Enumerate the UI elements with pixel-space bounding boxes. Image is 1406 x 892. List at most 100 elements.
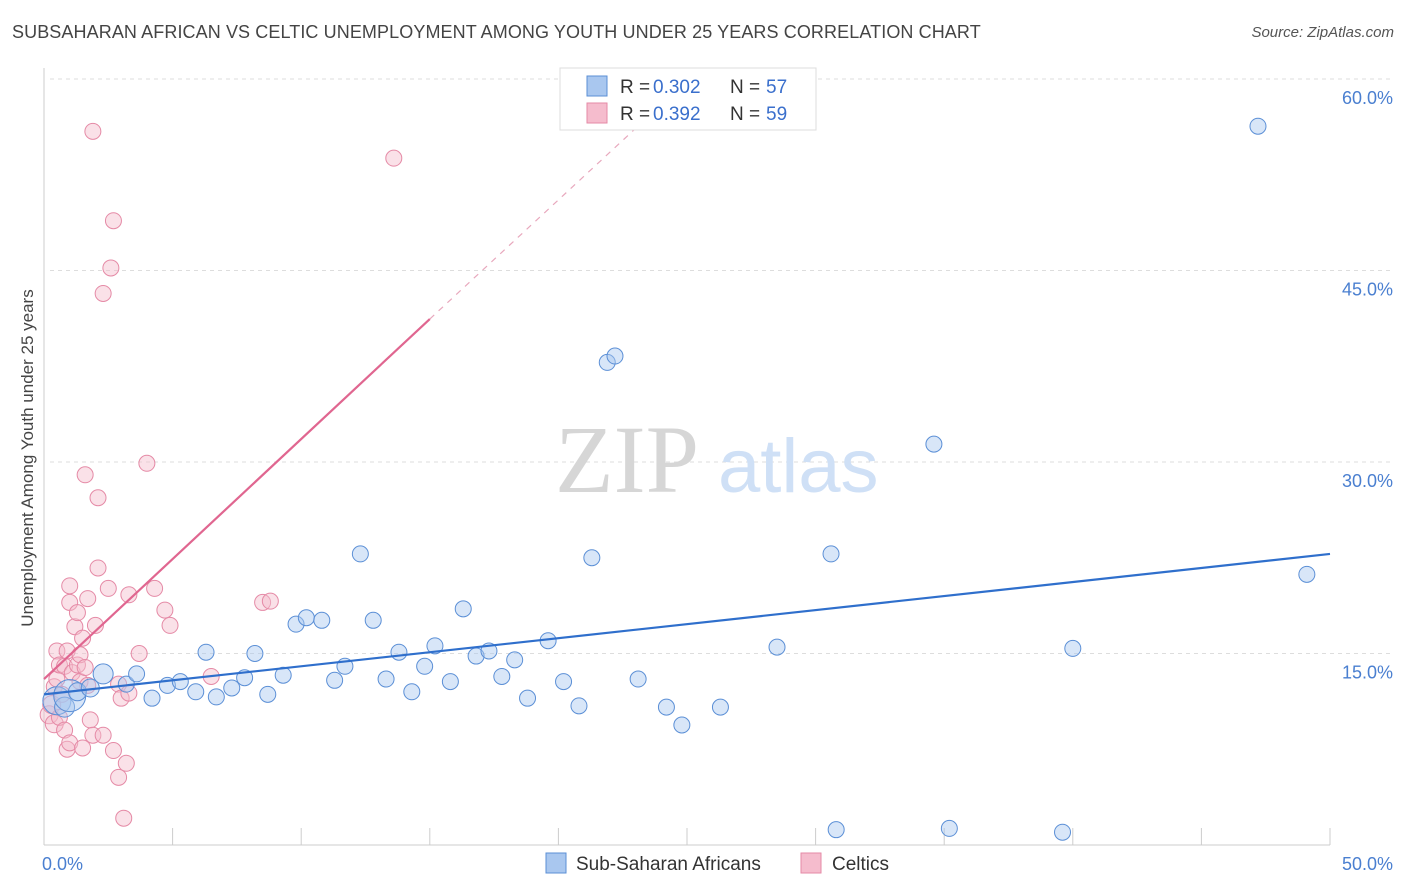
celtic-point [48,642,66,660]
legend-n-label-blue: N = [730,77,760,98]
subsaharan-point [403,683,421,701]
subsaharan-point [364,611,382,629]
subsaharan-point [940,819,958,837]
subsaharan-point [925,435,943,453]
subsaharan-point [223,679,241,697]
chart-title: SUBSAHARAN AFRICAN VS CELTIC UNEMPLOYMEN… [12,22,981,42]
celtic-point [146,579,164,597]
legend-r-value-blue: 0.302 [653,77,701,98]
y-axis-label: Unemployment Among Youth under 25 years [18,289,37,626]
subsaharan-point [416,657,434,675]
source-label: Source: ZipAtlas.com [1251,24,1394,41]
bottom-legend-label-blue: Sub-Saharan Africans [576,854,761,875]
celtic-point [94,284,112,302]
celtic-point [385,149,403,167]
celtic-trend-extension [429,123,642,320]
celtic-point [76,466,94,484]
celtic-point [61,577,79,595]
celtic-point [84,122,102,140]
celtic-point [89,559,107,577]
subsaharan-point [128,665,146,683]
subsaharan-point [426,637,444,655]
celtic-point [261,592,279,610]
celtic-point [117,754,135,772]
subsaharan-point [287,615,305,633]
subsaharan-point [827,821,845,839]
celtic-trend-line [43,318,431,680]
bottom-legend-swatch-pink [800,852,822,874]
subsaharan-point [583,549,601,567]
bottom-legend-label-pink: Celtics [832,854,889,875]
subsaharan-point [377,670,395,688]
celtic-point [84,726,102,744]
subsaharan-point [822,545,840,563]
bottom-legend-swatch-blue [545,852,567,874]
subsaharan-point [143,689,161,707]
celtic-point [86,616,104,634]
subsaharan-point [187,683,205,701]
subsaharan-point [570,697,588,715]
celtic-point [120,586,138,604]
subsaharan-point [1054,823,1072,841]
legend-swatch-blue [586,75,608,97]
subsaharan-point [351,545,369,563]
x-axis-ticks [43,828,1331,845]
celtic-point [61,734,79,752]
y-axis-tick-labels: 15.0% 30.0% 45.0% 60.0% [1342,88,1393,683]
subsaharan-trend-line [43,552,1331,696]
subsaharan-point [197,643,215,661]
watermark-zip: ZIP [555,406,699,513]
celtic-point [130,645,148,662]
subsaharan-point [207,688,225,706]
x-tick-label-max: 50.0% [1342,854,1393,874]
gridlines [50,78,1394,654]
subsaharan-point [390,643,408,661]
celtic-point [56,721,74,739]
celtic-point [99,579,117,597]
x-tick-label-min: 0.0% [42,854,83,874]
celtic-point [104,212,122,230]
celtic-point [104,742,122,760]
legend-swatch-pink [586,102,608,124]
subsaharan-point [171,673,189,691]
subsaharan-point [493,667,511,685]
legend-r-label-pink: R = [620,104,650,125]
celtic-point [115,809,133,827]
subsaharan-point [657,698,675,716]
subsaharan-point [1249,117,1267,135]
legend-r-label-blue: R = [620,77,650,98]
series-celtics-points [39,122,403,827]
subsaharan-point [297,609,315,627]
subsaharan-point [768,638,786,656]
celtic-point [68,604,86,622]
celtic-point [102,259,120,277]
legend-n-value-blue: 57 [766,77,787,98]
subsaharan-point [711,698,729,716]
celtic-point [74,629,92,647]
celtic-point [89,489,107,507]
subsaharan-point [326,671,344,689]
watermark-atlas: atlas [718,424,879,509]
subsaharan-point [313,611,331,629]
celtic-point [79,590,97,608]
subsaharan-point [441,673,459,691]
y-tick-label-60: 60.0% [1342,88,1393,108]
legend-r-value-pink: 0.392 [653,104,701,125]
series-subsaharan-points [42,117,1316,841]
legend-n-value-pink: 59 [766,104,787,125]
subsaharan-point [1298,565,1316,583]
subsaharan-point [1064,639,1082,657]
celtic-point [94,726,112,744]
celtic-point [74,739,92,757]
subsaharan-point [454,600,472,618]
trend-lines [43,123,1331,696]
celtic-point [81,711,99,729]
celtic-point [156,601,174,619]
legend-n-label-pink: N = [730,104,760,125]
celtic-point [161,616,179,634]
bottom-legend: Sub-Saharan Africans Celtics [545,852,889,875]
subsaharan-point [519,689,537,707]
y-tick-label-15: 15.0% [1342,663,1393,683]
subsaharan-point [606,347,624,365]
